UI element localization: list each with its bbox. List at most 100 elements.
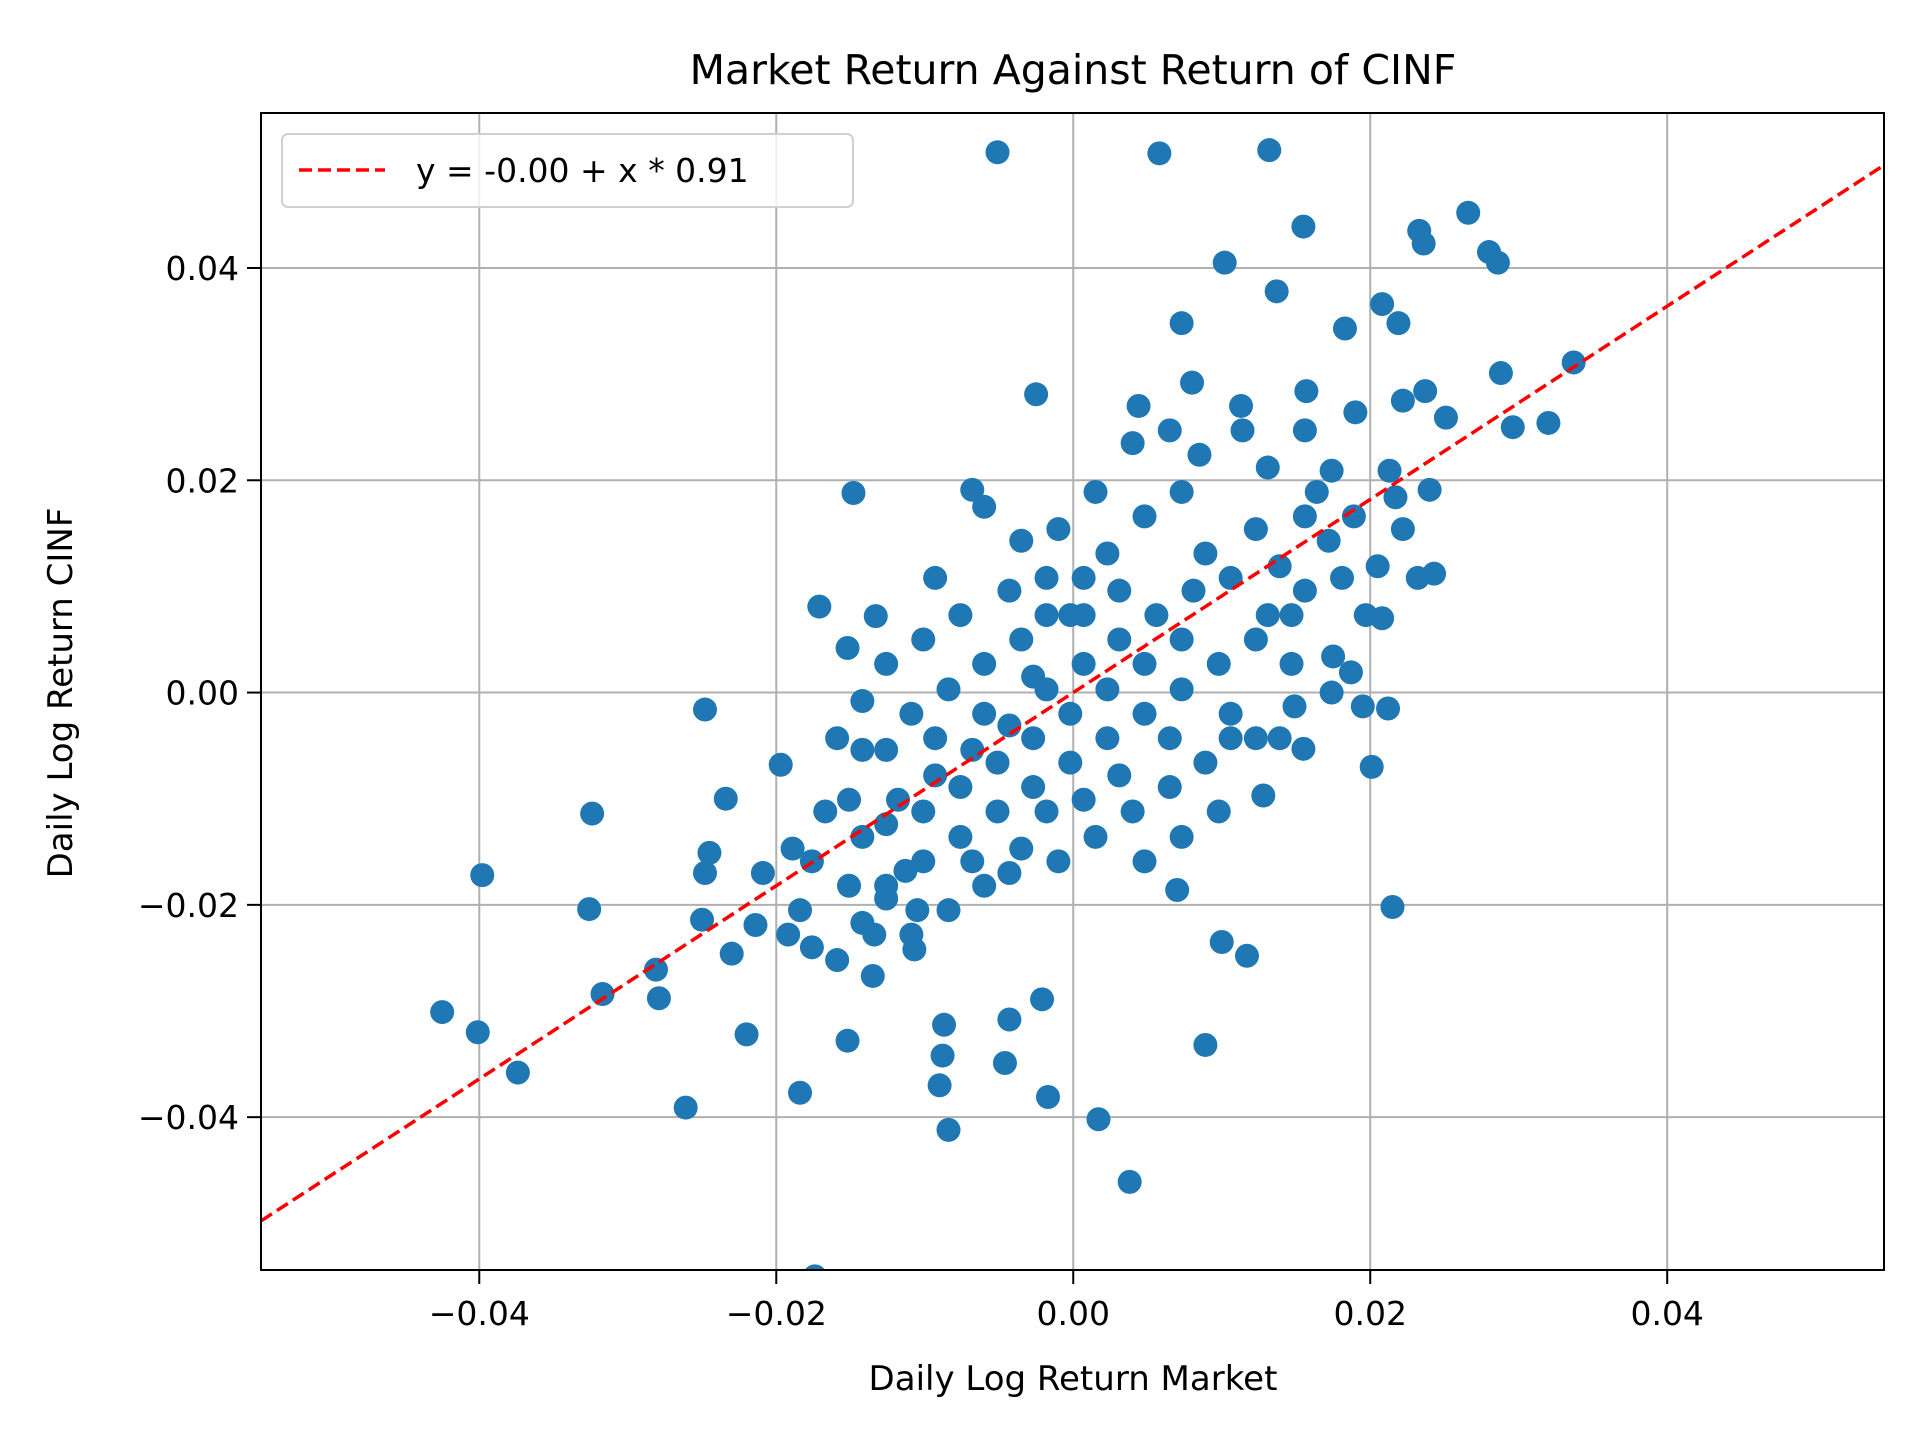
scatter-point <box>948 775 973 800</box>
scatter-point <box>1046 517 1071 542</box>
scatter-point <box>1330 565 1355 590</box>
x-axis-ticks: −0.04 −0.02 0.00 0.02 0.04 <box>429 1270 1704 1333</box>
x-axis-label: Daily Log Return Market <box>869 1359 1278 1399</box>
scatter-point <box>1083 824 1108 849</box>
scatter-point <box>1359 754 1384 779</box>
scatter-point <box>1034 565 1059 590</box>
scatter-point <box>860 963 885 988</box>
scatter-point <box>430 1000 455 1025</box>
scatter-point <box>992 1051 1017 1076</box>
scatter-point <box>1229 393 1254 418</box>
scatter-point <box>1120 431 1145 456</box>
scatter-point <box>1500 415 1525 440</box>
scatter-point <box>936 898 961 923</box>
scatter-point <box>1433 405 1458 430</box>
scatter-point <box>1243 726 1268 751</box>
x-tick-label: −0.02 <box>726 1294 827 1333</box>
x-tick-label: 0.00 <box>1037 1294 1110 1333</box>
scatter-point <box>1193 1032 1218 1057</box>
legend-box <box>281 133 854 208</box>
scatter-point <box>1071 651 1096 676</box>
scatter-point <box>1209 930 1234 955</box>
scatter-point <box>1383 485 1408 510</box>
scatter-point <box>807 594 832 619</box>
scatter-point <box>850 689 875 714</box>
legend: y = -0.00 + x * 0.91 <box>281 133 854 208</box>
scatter-point <box>1009 528 1034 553</box>
scatter-point <box>1126 393 1151 418</box>
scatter-point <box>1107 627 1132 652</box>
scatter-point <box>719 941 744 966</box>
scatter-point <box>1021 664 1046 689</box>
scatter-point <box>985 750 1010 775</box>
scatter-point <box>1234 943 1259 968</box>
scatter-point <box>1157 726 1182 751</box>
scatter-point <box>697 840 722 865</box>
scatter-point <box>1316 528 1341 553</box>
scatter-point <box>692 697 717 722</box>
scatter-point <box>1264 279 1289 304</box>
scatter-point <box>470 863 495 888</box>
scatter-point <box>673 1095 698 1120</box>
scatter-point <box>1282 694 1307 719</box>
scatter-point <box>1257 138 1282 163</box>
scatter-point <box>1218 701 1243 726</box>
scatter-point <box>1147 141 1172 166</box>
scatter-point <box>1021 775 1046 800</box>
scatter-point <box>1058 750 1083 775</box>
scatter-point <box>646 986 671 1011</box>
scatter-point <box>1341 504 1366 529</box>
scatter-point <box>734 1022 759 1047</box>
scatter-point <box>972 701 997 726</box>
scatter-point <box>1230 418 1255 443</box>
scatter-point <box>972 651 997 676</box>
scatter-point <box>1319 458 1344 483</box>
scatter-point <box>1292 578 1317 603</box>
scatter-point <box>1255 603 1280 628</box>
y-tick-label: −0.04 <box>138 1098 239 1137</box>
scatter-point <box>837 873 862 898</box>
scatter-point <box>923 763 948 788</box>
scatter-point <box>465 1020 490 1045</box>
scatter-point <box>750 861 775 886</box>
scatter-point <box>1267 726 1292 751</box>
scatter-point <box>936 677 961 702</box>
scatter-point <box>1319 680 1344 705</box>
scatter-point <box>788 898 813 923</box>
scatter-point <box>1353 603 1378 628</box>
scatter-point <box>1169 311 1194 336</box>
scatter-point <box>825 726 850 751</box>
scatter-point <box>1370 292 1395 317</box>
scatter-point <box>1046 849 1071 874</box>
scatter-point <box>911 849 936 874</box>
scatter-point <box>1218 565 1243 590</box>
scatter-point <box>1095 677 1120 702</box>
scatter-point <box>911 799 936 824</box>
scatter-point <box>1417 477 1442 502</box>
scatter-point <box>1206 799 1231 824</box>
scatter-point <box>1169 677 1194 702</box>
scatter-point <box>850 737 875 762</box>
scatter-point <box>1321 644 1346 669</box>
scatter-point <box>1292 504 1317 529</box>
scatter-point <box>972 873 997 898</box>
scatter-point <box>1034 603 1059 628</box>
x-tick-label: −0.04 <box>429 1294 530 1333</box>
scatter-point <box>1120 799 1145 824</box>
scatter-point <box>923 565 948 590</box>
scatter-point <box>874 737 899 762</box>
scatter-point <box>1021 726 1046 751</box>
scatter-point <box>1009 627 1034 652</box>
scatter-point <box>1376 696 1401 721</box>
scatter-point <box>1243 627 1268 652</box>
scatter-point <box>850 824 875 849</box>
scatter-point <box>997 861 1022 886</box>
scatter-point <box>1169 479 1194 504</box>
scatter-point <box>1107 578 1132 603</box>
scatter-point <box>1132 701 1157 726</box>
chart-title: Market Return Against Return of CINF <box>690 46 1457 94</box>
scatter-point <box>1377 458 1402 483</box>
scatter-point <box>1071 603 1096 628</box>
scatter-point <box>1390 388 1415 413</box>
scatter-point <box>1095 726 1120 751</box>
